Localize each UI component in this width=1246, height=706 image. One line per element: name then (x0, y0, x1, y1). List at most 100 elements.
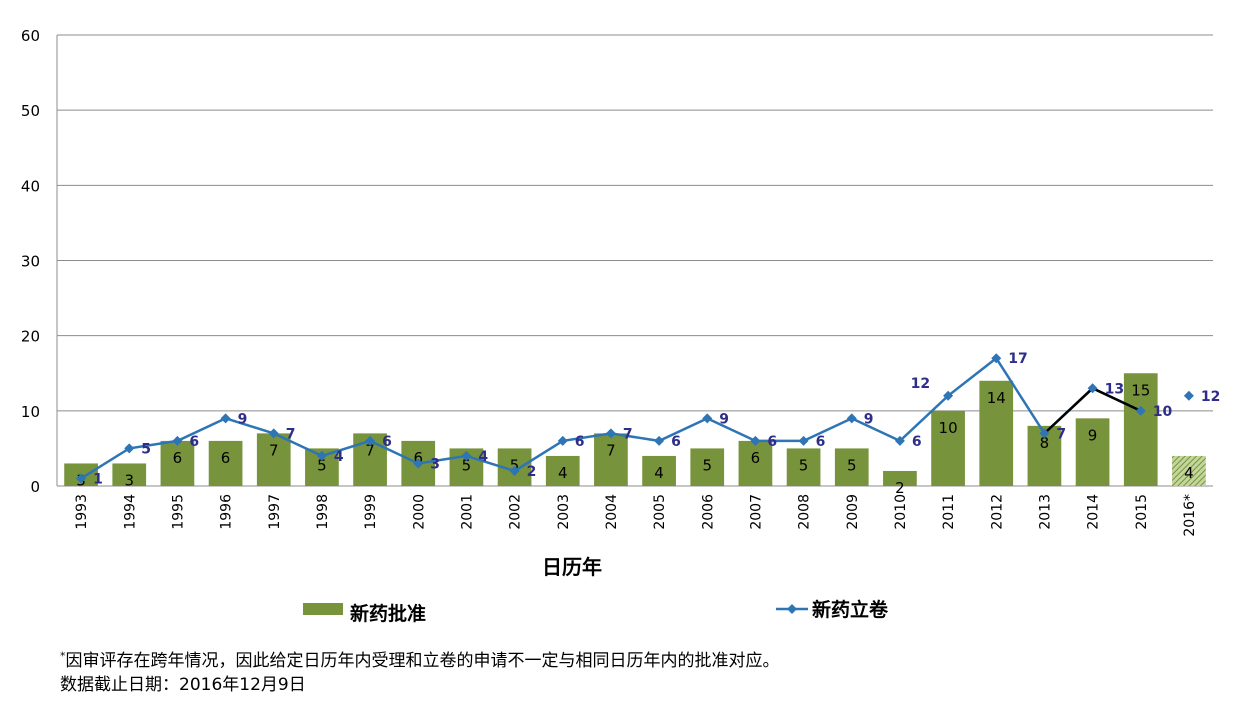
bar-value-label: 5 (462, 456, 472, 474)
bar (160, 440, 195, 486)
x-tick-label: 2003 (556, 494, 572, 530)
bar (931, 410, 965, 486)
bar-value-label: 7 (365, 441, 375, 459)
bar-value-label: 7 (606, 441, 616, 459)
line-value-label: 9 (719, 411, 729, 427)
bar (1075, 418, 1110, 486)
line-marker (1135, 405, 1146, 416)
bar-value-label: 10 (939, 419, 958, 437)
line-value-label: 6 (382, 434, 392, 450)
line-value-label: 12 (1201, 389, 1220, 405)
line-value-label: 6 (767, 434, 777, 450)
line-value-label: 1 (93, 471, 103, 487)
bar-value-label: 5 (317, 456, 327, 474)
legend-bar-swatch (303, 603, 343, 615)
x-tick-label: 2014 (1086, 494, 1102, 530)
bar (256, 433, 291, 486)
x-tick-label: 2012 (989, 494, 1005, 530)
bar-value-label: 6 (173, 449, 183, 467)
x-tick-label: 1995 (170, 494, 186, 530)
line-marker (702, 413, 713, 424)
line-value-label: 6 (189, 434, 199, 450)
legend-bar-label: 新药批准 (350, 602, 426, 625)
footnote-disclaimer: *因审评存在跨年情况，因此给定日历年内受理和立卷的申请不一定与相同日历年内的批准… (60, 646, 780, 671)
bar (834, 448, 869, 486)
bar-value-label: 5 (702, 456, 712, 474)
bar (545, 455, 580, 486)
bar-value-label: 14 (987, 389, 1006, 407)
footnote-disclaimer-text: 因审评存在跨年情况，因此给定日历年内受理和立卷的申请不一定与相同日历年内的批准对… (65, 651, 780, 671)
line-marker (124, 443, 135, 454)
bar-value-label: 9 (1088, 426, 1098, 444)
line-value-label: 13 (1105, 381, 1124, 397)
bar (642, 455, 676, 486)
y-tick-label: 30 (21, 253, 40, 271)
x-tick-label: 2005 (652, 494, 668, 530)
line-marker (846, 413, 857, 424)
bar-value-label: 5 (510, 456, 520, 474)
bar-value-label: 2 (895, 479, 905, 497)
line-value-label: 10 (1153, 404, 1173, 420)
x-tick-label: 2006 (700, 494, 716, 530)
x-tick-label: 2015 (1134, 494, 1150, 530)
line-marker (991, 353, 1002, 364)
x-tick-label: 2008 (797, 494, 813, 530)
line-marker (172, 435, 183, 446)
x-tick-label: 1994 (122, 494, 138, 530)
bar-value-label: 5 (847, 456, 857, 474)
bar-value-label: 15 (1131, 381, 1150, 399)
line-marker (76, 473, 87, 484)
x-tick-label: 1999 (363, 494, 379, 530)
x-axis-title: 日历年 (542, 555, 602, 579)
bar-value-label: 4 (654, 464, 664, 482)
line-marker (894, 435, 905, 446)
bar (1172, 455, 1206, 486)
line-value-label: 6 (671, 434, 681, 450)
bar-value-label: 6 (221, 449, 231, 467)
bar-value-label: 4 (558, 464, 568, 482)
x-tick-label: 2000 (411, 494, 427, 530)
line-marker (605, 428, 616, 439)
x-tick-label: 1996 (219, 494, 235, 530)
bar-value-label: 6 (751, 449, 761, 467)
line-marker (943, 390, 954, 401)
x-tick-label: 1997 (267, 494, 283, 530)
line-marker (654, 435, 665, 446)
footnote-data-cutoff: 数据截止日期：2016年12月9日 (60, 675, 306, 695)
bar-value-label: 7 (269, 441, 279, 459)
line-value-label: 9 (238, 411, 248, 427)
bar-value-label: 3 (124, 471, 134, 489)
y-tick-label: 60 (21, 27, 40, 45)
x-tick-label: 2016* (1182, 494, 1198, 537)
line-value-label: 9 (864, 411, 874, 427)
footnote-star: * (60, 649, 66, 663)
line-marker (461, 450, 472, 461)
bar-value-label: 4 (1184, 464, 1194, 482)
line-value-label: 7 (1056, 426, 1066, 442)
line-value-label: 2 (527, 464, 537, 480)
line-marker (1087, 383, 1098, 394)
bar (208, 440, 243, 486)
bar (112, 463, 147, 486)
chart: 0102030405060336675765547456552101489154… (21, 27, 1220, 625)
line-value-label: 7 (286, 426, 296, 442)
line-value-label: 12 (911, 376, 930, 392)
line-marker (1183, 390, 1194, 401)
bar (883, 470, 917, 486)
line-marker (750, 435, 761, 446)
y-tick-label: 10 (21, 403, 40, 421)
line-value-label: 6 (575, 434, 585, 450)
line-marker (557, 435, 568, 446)
x-tick-label: 2002 (508, 494, 524, 530)
legend-line-label: 新药立卷 (812, 598, 889, 621)
bar (594, 433, 628, 486)
x-tick-label: 1998 (315, 494, 331, 530)
bar (979, 380, 1014, 486)
line-value-label: 17 (1008, 351, 1027, 367)
line-marker (220, 413, 231, 424)
x-tick-label: 2004 (604, 494, 620, 530)
line-value-label: 4 (478, 449, 488, 465)
line-value-label: 6 (912, 434, 922, 450)
line-value-label: 5 (141, 441, 151, 457)
x-tick-label: 2009 (845, 494, 861, 530)
